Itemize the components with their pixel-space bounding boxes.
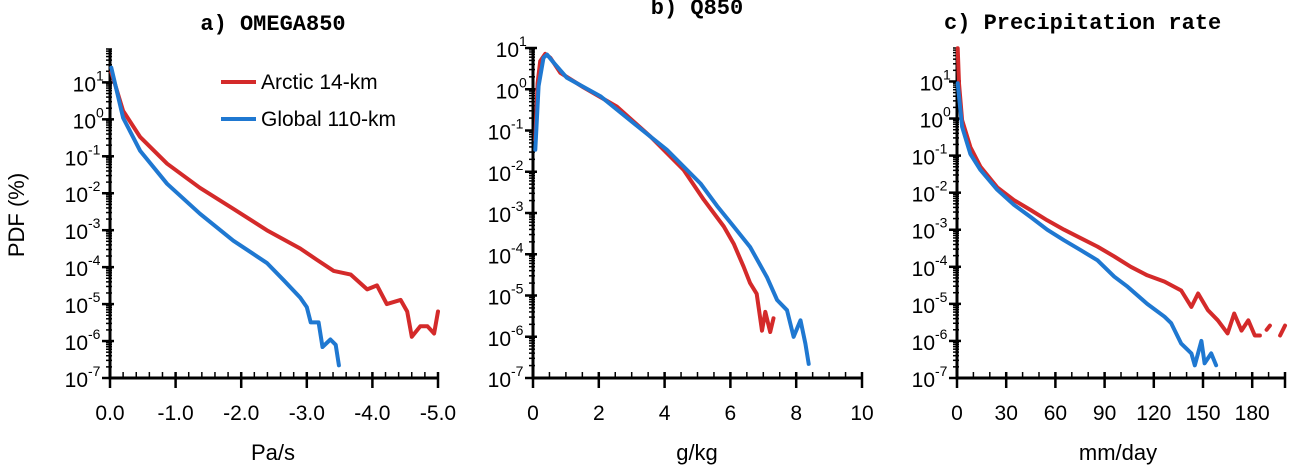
y-tick-exponent: -5 [511, 281, 524, 297]
x-tick-label: 0 [527, 402, 539, 425]
x-tick-label: 30 [995, 402, 1018, 425]
y-tick-label: 10 [496, 80, 519, 103]
y-tick-label: 10 [73, 110, 96, 133]
y-tick-exponent: -3 [935, 215, 948, 231]
x-tick-label: 10 [850, 402, 873, 425]
y-tick-exponent: -6 [88, 326, 101, 342]
x-tick-label: 0 [951, 402, 963, 425]
y-tick-exponent: -4 [88, 252, 101, 268]
x-tick-label: -5.0 [420, 402, 456, 425]
y-tick-exponent: 1 [96, 67, 104, 83]
series-line-global-110-km [955, 81, 1219, 368]
y-tick-label: 10 [496, 39, 519, 62]
y-tick-exponent: -1 [511, 116, 524, 132]
x-tick-label: -2.0 [223, 402, 259, 425]
y-tick-exponent: -3 [511, 198, 524, 214]
y-tick-exponent: -4 [935, 252, 948, 268]
legend-label-global: Global 110-km [261, 108, 396, 131]
y-tick-label: 10 [488, 328, 511, 351]
y-tick-label: 10 [488, 287, 511, 310]
y-tick-label: 10 [65, 147, 88, 170]
y-tick-label: 10 [912, 295, 935, 318]
panel-b-plot: 10 -710 -610 -510 -410 -310 -210 -110 010 10 2 4 6 8 1… [488, 33, 874, 425]
series-line-arctic-14-km [109, 70, 440, 339]
x-tick-label: -3.0 [289, 402, 325, 425]
panel-a-title: a) OMEGA850 [200, 12, 345, 37]
x-tick-label: 6 [725, 402, 737, 425]
y-tick-exponent: -2 [88, 178, 101, 194]
panel-c-title: c) Precipitation rate [944, 11, 1221, 36]
y-tick-label: 10 [920, 110, 943, 133]
panel-c-x-label: mm/day [1079, 440, 1157, 465]
y-tick-label: 10 [912, 184, 935, 207]
y-tick-label: 10 [912, 221, 935, 244]
x-tick-label: 150 [1185, 402, 1220, 425]
x-tick-label: 60 [1044, 402, 1067, 425]
panel-c: c) Precipitation rate mm/day [944, 11, 1221, 465]
x-tick-label: 120 [1136, 402, 1171, 425]
y-tick-exponent: -5 [88, 289, 101, 305]
y-tick-label: 10 [488, 204, 511, 227]
y-tick-exponent: 1 [943, 66, 951, 82]
y-tick-label: 10 [65, 295, 88, 318]
x-tick-label: 8 [790, 402, 802, 425]
y-tick-exponent: -7 [88, 363, 101, 379]
y-tick-exponent: 0 [519, 74, 527, 90]
y-tick-exponent: -7 [511, 363, 524, 379]
y-tick-exponent: 0 [943, 104, 951, 120]
series-line-arctic-14-km [955, 46, 1287, 338]
y-tick-exponent: -3 [88, 215, 101, 231]
legend: Arctic 14-km Global 110-km [221, 71, 396, 131]
y-tick-label: 10 [488, 163, 511, 186]
y-tick-label: 10 [65, 184, 88, 207]
y-tick-label: 10 [73, 73, 96, 96]
y-tick-label: 10 [488, 369, 511, 392]
panel-a: a) OMEGA850 PDF (%) Pa/s Arctic 14-km Gl… [4, 12, 396, 465]
legend-label-arctic: Arctic 14-km [261, 71, 378, 94]
y-tick-exponent: -6 [935, 326, 948, 342]
y-tick-exponent: -1 [935, 141, 948, 157]
x-tick-label: 2 [593, 402, 605, 425]
y-tick-exponent: -2 [935, 178, 948, 194]
y-tick-exponent: -7 [935, 363, 948, 379]
y-tick-label: 10 [65, 369, 88, 392]
y-tick-label: 10 [65, 221, 88, 244]
y-tick-exponent: -5 [935, 289, 948, 305]
y-tick-label: 10 [488, 122, 511, 145]
panel-b-x-label: g/kg [676, 440, 718, 465]
y-tick-label: 10 [488, 245, 511, 268]
x-tick-label: 4 [659, 402, 671, 425]
panel-a-x-label: Pa/s [251, 440, 295, 465]
panel-a-y-label: PDF (%) [4, 173, 29, 257]
x-tick-label: -1.0 [158, 402, 194, 425]
y-tick-label: 10 [920, 72, 943, 95]
y-tick-exponent: -6 [511, 322, 524, 338]
y-tick-label: 10 [65, 258, 88, 281]
y-tick-label: 10 [912, 147, 935, 170]
y-tick-exponent: -2 [511, 157, 524, 173]
y-tick-label: 10 [912, 332, 935, 355]
panel-c-plot: 10 -710 -610 -510 -410 -310 -210 -110 010 10 30 60 9… [912, 46, 1287, 425]
y-tick-exponent: -1 [88, 141, 101, 157]
series-line-global-110-km [109, 65, 341, 368]
x-tick-label: 0.0 [95, 402, 124, 425]
x-tick-label: 90 [1093, 402, 1116, 425]
y-tick-label: 10 [65, 332, 88, 355]
series-line-global-110-km [533, 52, 811, 366]
panel-b: b) Q850 g/kg [651, 0, 743, 465]
y-tick-label: 10 [912, 369, 935, 392]
y-tick-exponent: 1 [519, 33, 527, 49]
y-tick-exponent: -4 [511, 239, 524, 255]
y-tick-label: 10 [912, 258, 935, 281]
series-line-arctic-14-km [533, 51, 776, 334]
y-tick-exponent: 0 [96, 104, 104, 120]
x-tick-label: 180 [1235, 402, 1270, 425]
panel-b-title: b) Q850 [651, 0, 743, 21]
x-tick-label: -4.0 [354, 402, 390, 425]
